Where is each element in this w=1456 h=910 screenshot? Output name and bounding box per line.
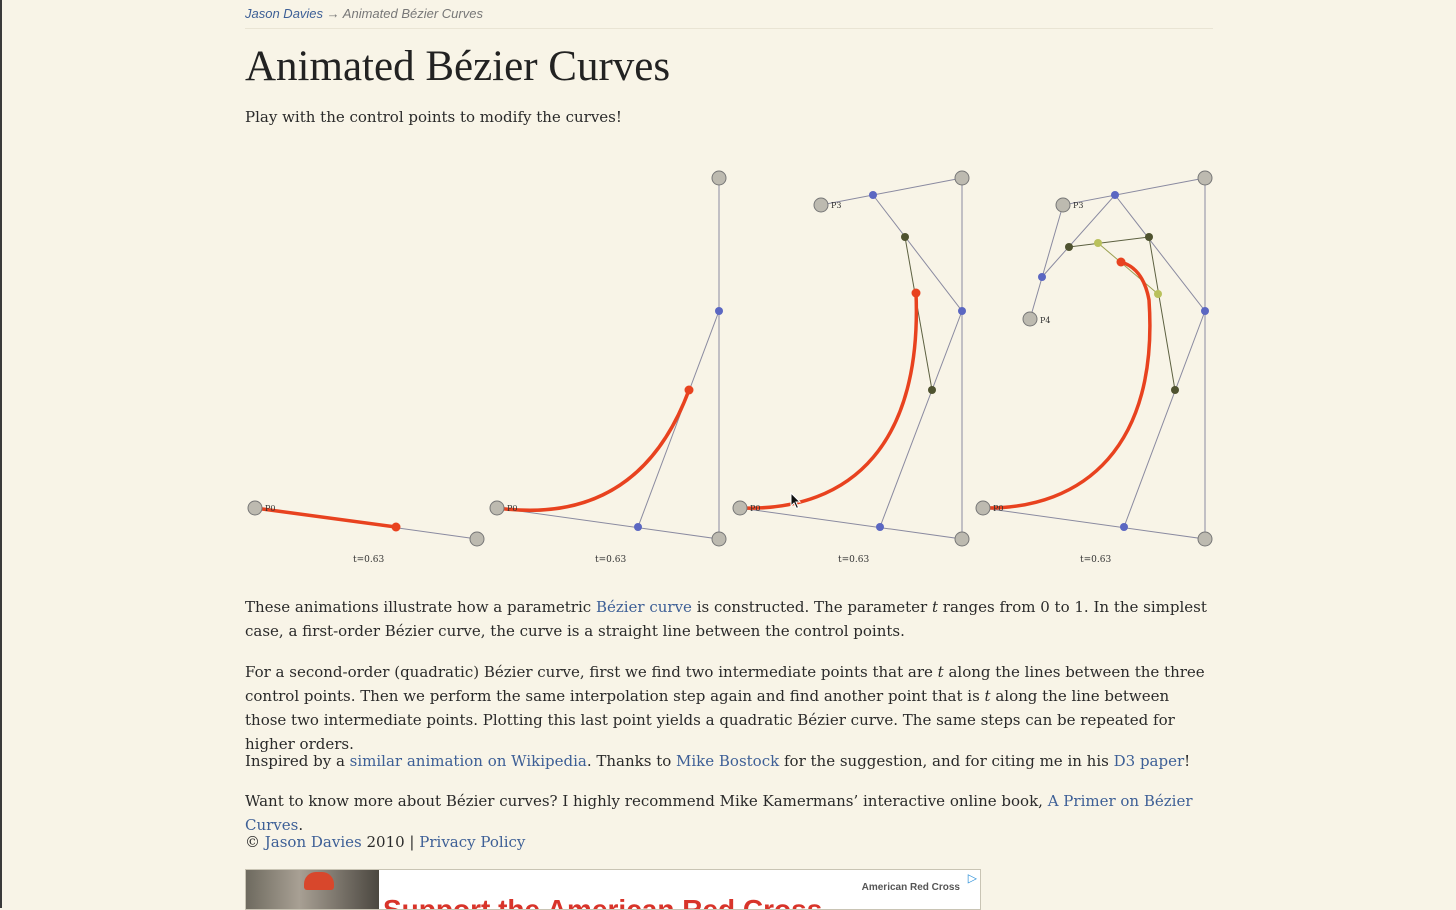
t-label: t=0.63: [1080, 555, 1111, 565]
interpolation-point: [715, 307, 723, 315]
control-point[interactable]: [489, 500, 505, 516]
control-point[interactable]: [975, 500, 991, 516]
bezier-figure-quartic: P0 P3 P4 t=0.63: [975, 170, 1213, 565]
breadcrumb-home-link[interactable]: Jason Davies: [245, 6, 324, 21]
interpolation-point: [1038, 273, 1046, 281]
d3-paper-link[interactable]: D3 paper: [1113, 752, 1185, 770]
control-point[interactable]: [732, 500, 748, 516]
primer-link[interactable]: A Primer on Bézier Curves: [245, 792, 1193, 834]
control-point[interactable]: [813, 197, 829, 213]
page-subtitle: Play with the control points to modify t…: [245, 108, 622, 126]
point-label: P0: [750, 504, 760, 513]
interpolation-point: [1145, 233, 1153, 241]
control-point[interactable]: [1197, 531, 1213, 547]
interpolation-point: [1094, 239, 1102, 247]
control-point[interactable]: [711, 170, 727, 186]
mike-bostock-link[interactable]: Mike Bostock: [676, 752, 780, 770]
bezier-figures: P0 t=0.63 P0 t=0.63: [247, 170, 1213, 565]
control-point[interactable]: [954, 170, 970, 186]
page-title: Animated Bézier Curves: [245, 43, 671, 90]
control-point[interactable]: [247, 500, 263, 516]
interpolation-point: [1154, 290, 1162, 298]
interpolation-point: [869, 191, 877, 199]
interpolation-point: [928, 386, 936, 394]
point-label: P0: [507, 504, 517, 513]
curve-point: [391, 522, 401, 532]
control-point[interactable]: [469, 531, 485, 547]
t-label: t=0.63: [353, 555, 384, 565]
t-label: t=0.63: [595, 555, 626, 565]
control-point[interactable]: [711, 531, 727, 547]
bezier-figure-linear: P0 t=0.63: [247, 500, 485, 565]
point-label: P4: [1040, 316, 1050, 325]
ad-brand: American Red Cross: [861, 882, 960, 893]
interpolation-point: [1111, 191, 1119, 199]
interpolation-point: [1171, 386, 1179, 394]
paragraph-quadratic: For a second-order (quadratic) Bézier cu…: [245, 663, 1205, 753]
curve-point: [1116, 257, 1126, 267]
interpolation-point: [901, 233, 909, 241]
breadcrumb: Jason Davies → Animated Bézier Curves: [245, 6, 1213, 29]
interpolation-point: [1120, 523, 1128, 531]
interpolation-point: [876, 523, 884, 531]
paragraph-intro: These animations illustrate how a parame…: [245, 598, 1207, 640]
control-point[interactable]: [1197, 170, 1213, 186]
control-point[interactable]: [1022, 311, 1038, 327]
bezier-figure-cubic: P0 P3 t=0.63: [732, 170, 970, 565]
t-label: t=0.63: [838, 555, 869, 565]
author-link[interactable]: Jason Davies: [264, 833, 362, 851]
control-point[interactable]: [1055, 197, 1071, 213]
point-label: P0: [993, 504, 1003, 513]
breadcrumb-current: Animated Bézier Curves: [342, 6, 483, 21]
bezier-curve: [496, 389, 691, 513]
bezier-figure-quadratic: P0 t=0.63: [489, 170, 727, 565]
interpolation-point: [958, 307, 966, 315]
point-label: P0: [265, 504, 275, 513]
bezier-curve: [982, 260, 1152, 510]
mouse-cursor-icon: [790, 492, 802, 510]
privacy-policy-link[interactable]: Privacy Policy: [419, 833, 526, 851]
interpolation-point: [1201, 307, 1209, 315]
breadcrumb-separator: →: [323, 6, 343, 21]
interpolation-point: [634, 523, 642, 531]
bezier-curve: [254, 506, 397, 529]
curve-point: [684, 385, 694, 395]
interpolation-point: [1065, 243, 1073, 251]
bezier-curve-link[interactable]: Bézier curve: [595, 598, 692, 616]
ad-banner[interactable]: American Red Cross ▷ Support the America…: [245, 869, 981, 910]
point-label: P3: [831, 201, 841, 210]
curve-point: [911, 288, 921, 298]
control-point[interactable]: [954, 531, 970, 547]
bezier-curve: [739, 292, 919, 510]
paragraph-credits: Inspired by a similar animation on Wikip…: [245, 752, 1191, 770]
window-edge: [0, 0, 2, 908]
footer: © Jason Davies 2010 | Privacy Policy: [245, 833, 526, 851]
point-label: P3: [1073, 201, 1083, 210]
ad-headline[interactable]: Support the American Red Cross: [383, 894, 823, 910]
paragraph-primer: Want to know more about Bézier curves? I…: [245, 792, 1193, 834]
adchoices-icon[interactable]: ▷: [967, 871, 977, 885]
wikipedia-animation-link[interactable]: similar animation on Wikipedia: [349, 752, 587, 770]
ad-photo: [246, 870, 379, 909]
